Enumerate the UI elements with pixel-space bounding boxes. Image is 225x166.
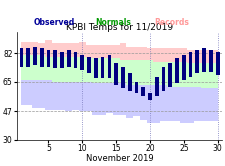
Bar [73, 52, 77, 68]
Bar [87, 57, 90, 73]
Bar [161, 67, 165, 91]
Text: Observed: Observed [34, 18, 74, 27]
Bar [46, 50, 50, 67]
Bar [174, 58, 178, 83]
Bar [107, 55, 111, 78]
Bar [100, 57, 104, 78]
Bar [114, 63, 117, 85]
Bar [168, 63, 171, 86]
Bar [94, 58, 97, 78]
Bar [26, 48, 30, 67]
Bar [53, 50, 57, 68]
Bar [141, 86, 144, 96]
Bar [208, 50, 212, 72]
Bar [134, 82, 138, 93]
Bar [195, 50, 198, 73]
Bar [33, 47, 37, 65]
Bar [40, 48, 43, 67]
Bar [60, 52, 64, 68]
Bar [201, 48, 205, 72]
Bar [188, 52, 192, 77]
Text: Records: Records [154, 18, 188, 27]
Bar [127, 73, 131, 91]
Bar [20, 48, 23, 67]
Bar [181, 55, 185, 80]
Bar [80, 55, 84, 70]
Bar [147, 93, 151, 100]
X-axis label: November 2019: November 2019 [85, 154, 153, 163]
Bar [121, 67, 124, 88]
Bar [154, 77, 158, 96]
Bar [215, 52, 218, 75]
Text: Normals: Normals [95, 18, 130, 27]
Bar [67, 50, 70, 67]
Title: KPBI Temps for 11/2019: KPBI Temps for 11/2019 [66, 23, 172, 32]
